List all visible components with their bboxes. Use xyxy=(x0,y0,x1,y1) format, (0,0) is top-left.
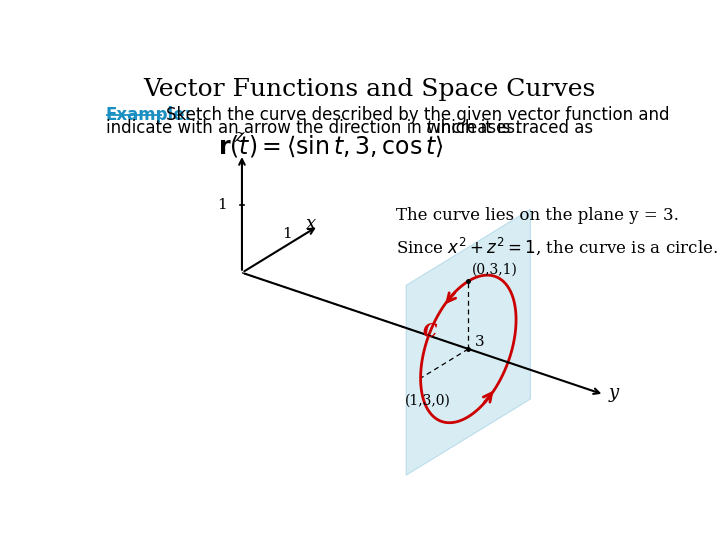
Text: 1: 1 xyxy=(282,227,292,241)
Polygon shape xyxy=(406,210,531,475)
Text: Vector Functions and Space Curves: Vector Functions and Space Curves xyxy=(143,78,595,101)
Text: $\mathbf{r}(t)=\langle\sin t,3,\cos t\rangle$: $\mathbf{r}(t)=\langle\sin t,3,\cos t\ra… xyxy=(217,133,444,159)
Text: z: z xyxy=(234,129,244,146)
Text: increases.: increases. xyxy=(431,119,521,138)
Text: Example:: Example: xyxy=(106,106,192,124)
Text: C: C xyxy=(423,323,437,341)
Text: (1,3,0): (1,3,0) xyxy=(405,394,451,408)
Text: 1: 1 xyxy=(217,198,227,212)
Text: y: y xyxy=(609,384,619,402)
Text: (0,3,1): (0,3,1) xyxy=(472,262,518,276)
Text: The curve lies on the plane y = 3.: The curve lies on the plane y = 3. xyxy=(396,207,679,224)
Text: x: x xyxy=(306,215,316,233)
Text: t: t xyxy=(426,119,433,138)
Text: Sketch the curve described by the given vector function and: Sketch the curve described by the given … xyxy=(166,106,669,124)
Text: Since $x^2+z^2=1$, the curve is a circle.: Since $x^2+z^2=1$, the curve is a circle… xyxy=(396,236,718,257)
Text: 3: 3 xyxy=(474,335,484,349)
Text: indicate with an arrow the direction in which it is traced as: indicate with an arrow the direction in … xyxy=(106,119,598,138)
